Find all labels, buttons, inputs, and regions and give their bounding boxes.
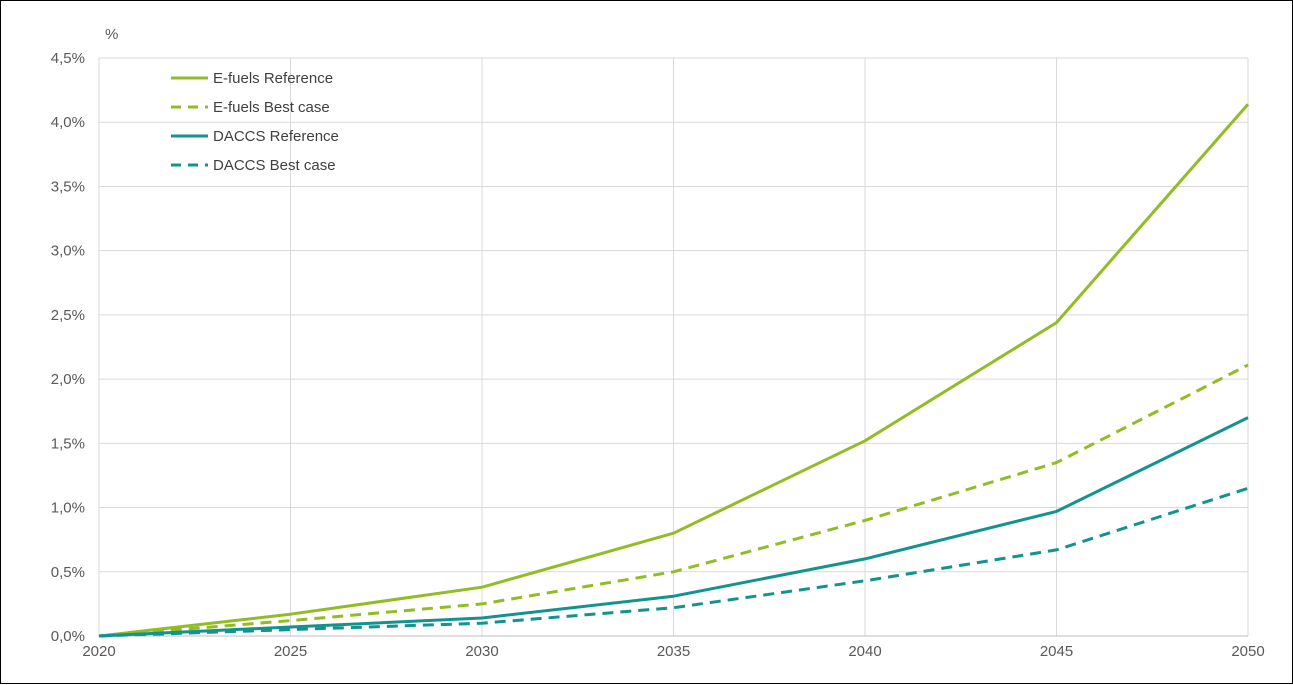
x-tick-label: 2030	[465, 643, 498, 660]
y-tick-label: 4,0%	[51, 114, 85, 131]
x-tick-label: 2020	[82, 643, 115, 660]
y-tick-label: 2,5%	[51, 307, 85, 324]
y-tick-label: 0,0%	[51, 628, 85, 645]
legend-label: E-fuels Best case	[213, 99, 330, 116]
legend-label: DACCS Best case	[213, 157, 336, 174]
series-line-2	[98, 363, 1249, 638]
x-tick-label: 2035	[657, 643, 690, 660]
y-tick-label: 4,5%	[51, 50, 85, 67]
legend-label: E-fuels Reference	[213, 70, 333, 87]
y-tick-label: 3,0%	[51, 243, 85, 260]
series-lines	[98, 103, 1250, 638]
grid	[99, 57, 1249, 636]
series-line-1	[98, 103, 1250, 638]
x-tick-label: 2025	[274, 643, 307, 660]
y-tick-label: 1,0%	[51, 500, 85, 517]
x-tick-label: 2045	[1040, 643, 1073, 660]
series-line-4	[98, 486, 1249, 638]
x-tick-label: 2050	[1231, 643, 1264, 660]
axes: 0,0% 0,5% 1,0% 1,5% 2,0% 2,5% 3,0% 3,5% 4,0% 4,5%…	[51, 50, 1265, 660]
y-tick-label: 1,5%	[51, 435, 85, 452]
y-tick-label: 2,0%	[51, 371, 85, 388]
series-line-3	[98, 416, 1249, 638]
x-tick-label: 2040	[848, 643, 881, 660]
y-axis-unit-label: %	[105, 26, 118, 43]
legend: E-fuels Reference E-fuels Best case DACCS …	[171, 70, 339, 174]
y-tick-label: 0,5%	[51, 564, 85, 581]
legend-label: DACCS Reference	[213, 128, 339, 145]
y-tick-label: 3,5%	[51, 178, 85, 195]
